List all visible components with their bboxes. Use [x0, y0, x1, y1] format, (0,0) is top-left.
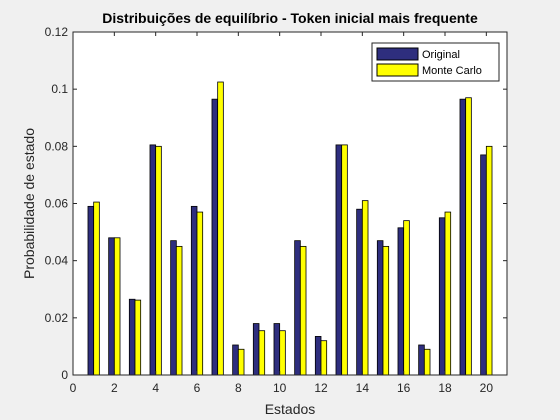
bar-monte-carlo-6 — [196, 211, 204, 376]
bar-original-9 — [252, 323, 260, 376]
bar-original-10 — [273, 323, 281, 376]
bar-monte-carlo-3 — [134, 299, 142, 376]
bar-original-12 — [314, 336, 322, 376]
axes-box — [72, 31, 508, 376]
x-axis-label: Estados — [265, 401, 316, 417]
x-tick-label: 4 — [152, 381, 159, 395]
bar-monte-carlo-11 — [299, 245, 307, 376]
y-tick-label: 0.12 — [45, 25, 69, 39]
x-tick-label: 2 — [111, 381, 118, 395]
bar-monte-carlo-15 — [382, 245, 390, 376]
legend: Original Monte Carlo — [371, 42, 500, 82]
x-tick-label: 10 — [273, 381, 287, 395]
bar-original-4 — [149, 144, 157, 376]
bar-original-14 — [356, 208, 363, 376]
axes-background — [73, 32, 507, 375]
bar-monte-carlo-10 — [279, 330, 286, 376]
bar-original-7 — [211, 98, 219, 376]
bar-original-18 — [438, 217, 446, 376]
bar-monte-carlo-16 — [403, 220, 410, 376]
bar-original-17 — [418, 344, 425, 376]
x-tick-label: 0 — [70, 381, 77, 395]
x-tick-label: 8 — [235, 381, 242, 395]
legend-swatch-original — [376, 47, 419, 61]
x-tick-label: 20 — [480, 381, 494, 395]
bar-original-3 — [128, 298, 136, 376]
bar-monte-carlo-2 — [113, 237, 121, 376]
bar-original-5 — [170, 240, 177, 376]
x-tick-label: 6 — [194, 381, 201, 395]
bar-original-20 — [480, 154, 487, 376]
bar-original-6 — [190, 205, 198, 376]
y-tick-label: 0.02 — [45, 311, 69, 325]
bar-monte-carlo-8 — [237, 348, 245, 376]
bar-monte-carlo-7 — [217, 81, 224, 376]
bar-original-16 — [397, 227, 405, 376]
bar-monte-carlo-17 — [423, 348, 431, 376]
chart-title: Distribuições de equilíbrio - Token inic… — [102, 10, 478, 26]
y-tick-label: 0.06 — [45, 197, 69, 211]
bar-monte-carlo-4 — [155, 145, 162, 376]
y-tick-label: 0.08 — [45, 139, 69, 153]
x-tick-label: 16 — [397, 381, 411, 395]
bar-original-19 — [459, 98, 467, 376]
bar-monte-carlo-14 — [361, 200, 369, 376]
x-axis-ticks: 0 2 4 6 8 10 12 14 16 18 20 — [70, 32, 494, 395]
y-axis-label: Probabilidade de estado — [21, 128, 37, 279]
bar-monte-carlo-12 — [320, 340, 328, 376]
bar-monte-carlo-9 — [258, 330, 266, 376]
legend-swatch-monte-carlo — [376, 63, 419, 77]
x-tick-label: 14 — [356, 381, 370, 395]
bar-monte-carlo-5 — [175, 245, 183, 376]
y-tick-label: 0 — [61, 368, 68, 382]
legend-label-monte-carlo: Monte Carlo — [422, 65, 482, 77]
y-tick-label: 0.1 — [51, 82, 68, 96]
bar-monte-carlo-18 — [444, 211, 452, 376]
bar-original-11 — [294, 240, 301, 376]
bar-monte-carlo-19 — [465, 97, 472, 376]
x-tick-label: 18 — [438, 381, 452, 395]
bar-original-15 — [376, 240, 384, 376]
y-axis-ticks: 0 0.02 0.04 0.06 0.08 0.1 0.12 — [45, 25, 507, 382]
legend-label-original: Original — [422, 49, 460, 61]
bar-monte-carlo-13 — [341, 144, 348, 376]
bar-monte-carlo-20 — [485, 145, 493, 376]
bar-original-2 — [108, 237, 115, 376]
bar-original-1 — [87, 205, 95, 376]
x-tick-label: 12 — [314, 381, 328, 395]
bar-original-13 — [335, 144, 343, 376]
bar-original-8 — [232, 344, 239, 376]
bar-monte-carlo-1 — [93, 201, 100, 376]
y-tick-label: 0.04 — [45, 254, 69, 268]
